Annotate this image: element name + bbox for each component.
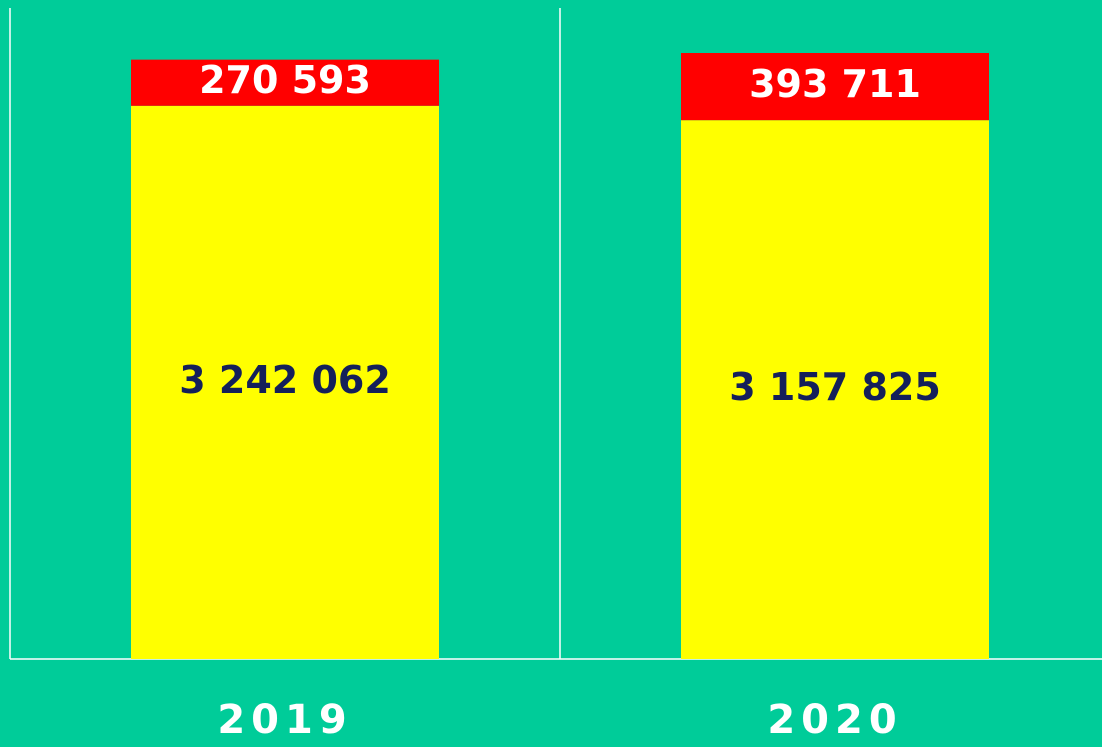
bar-segment (681, 120, 989, 659)
bar-segment (681, 53, 989, 121)
data-label: 3 157 825 (729, 365, 941, 409)
data-label: 3 242 062 (179, 358, 391, 402)
data-label: 270 593 (199, 58, 371, 102)
x-tick-label: 2019 (217, 697, 352, 743)
x-tick-label: 2020 (767, 697, 902, 743)
bar-segment (131, 59, 439, 106)
data-label: 393 711 (749, 62, 921, 106)
bar-segment (131, 105, 439, 660)
